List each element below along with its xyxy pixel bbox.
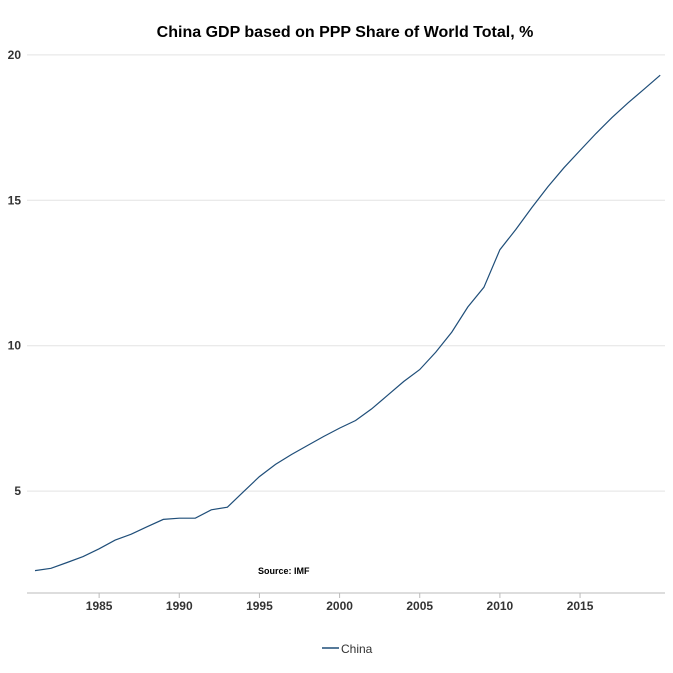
x-axis: 1985 1990 1995 2000 2005 2010 2015: [86, 593, 594, 613]
y-tick-label: 5: [14, 484, 21, 498]
y-axis: 5 10 15 20: [8, 48, 22, 498]
series-line-china: [34, 74, 661, 572]
x-tick-label: 2010: [487, 599, 514, 613]
legend-label[interactable]: China: [341, 642, 373, 656]
series-group: [34, 74, 661, 572]
x-tick-label: 2015: [567, 599, 594, 613]
y-tick-label: 10: [8, 339, 22, 353]
chart-title: China GDP based on PPP Share of World To…: [157, 24, 534, 41]
x-tick-label: 1995: [246, 599, 273, 613]
grid: [27, 54, 665, 492]
x-tick-label: 2005: [406, 599, 433, 613]
x-tick-label: 1985: [86, 599, 113, 613]
x-tick-label: 2000: [326, 599, 353, 613]
legend[interactable]: China: [322, 642, 373, 656]
source-annotation: Source: IMF: [258, 566, 310, 576]
y-tick-label: 15: [8, 193, 22, 207]
y-tick-label: 20: [8, 48, 22, 62]
x-tick-label: 1990: [166, 599, 193, 613]
